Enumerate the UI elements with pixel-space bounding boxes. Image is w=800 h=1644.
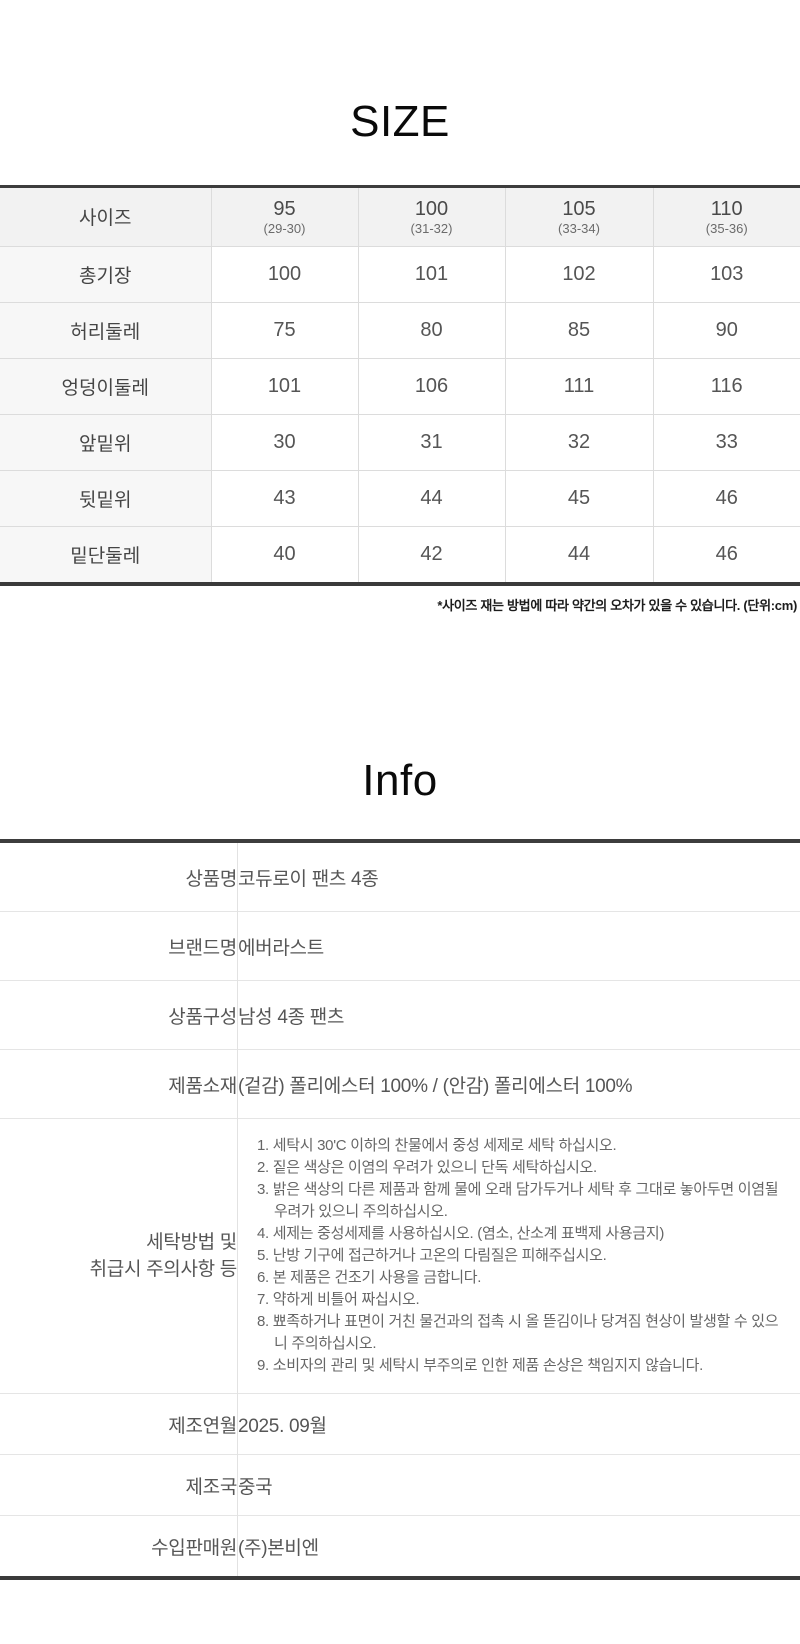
size-value-cell: 106 xyxy=(357,357,505,415)
size-column-header: 110 (35-36) xyxy=(652,186,800,247)
size-column-size: 100 xyxy=(414,197,449,220)
size-table-row: 총기장 100 101 102 103 xyxy=(0,245,800,303)
info-row-label: 브랜드명 xyxy=(0,911,238,981)
care-instruction-item: 4. 세제는 중성세제를 사용하십시오. (염소, 산소계 표백제 사용금지) xyxy=(257,1225,665,1243)
info-row-value: 2025. 09월 xyxy=(237,1393,800,1455)
info-row-brand-name: 브랜드명 에버라스트 xyxy=(0,911,800,981)
info-row-label: 제품소재 xyxy=(0,1049,238,1119)
size-section-title: SIZE xyxy=(350,97,450,146)
size-measure-note: *사이즈 재는 방법에 따라 약간의 오차가 있을 수 있습니다. (단위:cm… xyxy=(437,597,797,613)
size-value-cell: 44 xyxy=(357,469,505,527)
care-instructions-list: 1. 세탁시 30'C 이하의 찬물에서 중성 세제로 세탁 하십시오. 2. … xyxy=(238,1119,800,1393)
care-instruction-item: 1. 세탁시 30'C 이하의 찬물에서 중성 세제로 세탁 하십시오. xyxy=(257,1137,617,1155)
info-section-title: Info xyxy=(362,755,438,805)
size-value-cell: 85 xyxy=(504,301,653,359)
size-value-cell: 100 xyxy=(210,245,358,303)
size-row-label: 밑단둘레 xyxy=(0,525,211,584)
size-table-row: 앞밑위 30 31 32 33 xyxy=(0,413,800,471)
info-row-country-of-origin: 제조국 중국 xyxy=(0,1454,800,1516)
care-instruction-item: 5. 난방 기구에 접근하거나 고온의 다림질은 피해주십시오. xyxy=(257,1247,607,1265)
care-instruction-item: 3. 밝은 색상의 다른 제품과 함께 물에 오래 담가두거나 세탁 후 그대로… xyxy=(257,1181,779,1221)
info-row-label: 제조국 xyxy=(0,1454,238,1516)
size-table-row: 밑단둘레 40 42 44 46 xyxy=(0,525,800,584)
size-value-cell: 102 xyxy=(504,245,653,303)
size-row-label: 뒷밑위 xyxy=(0,469,211,527)
size-table: 사이즈 95 (29-30) 100 (31-32) 105 (33-34) 1… xyxy=(0,184,800,586)
info-row-value: 에버라스트 xyxy=(237,911,800,981)
info-row-product-name: 상품명 코듀로이 팬츠 4종 xyxy=(0,841,800,912)
size-column-size: 105 xyxy=(562,197,596,220)
care-instructions-label: 세탁방법 및 취급시 주의사항 등 xyxy=(0,1118,238,1394)
size-value-cell: 111 xyxy=(504,357,653,415)
info-row-value: (주)본비엔 xyxy=(237,1515,800,1579)
size-value-cell: 101 xyxy=(357,245,505,303)
size-header-label: 사이즈 xyxy=(0,186,211,247)
care-label-line: 세탁방법 및 xyxy=(146,1232,237,1254)
size-value-cell: 46 xyxy=(652,525,800,584)
care-instruction-item: 9. 소비자의 관리 및 세탁시 부주의로 인한 제품 손상은 책임지지 않습니… xyxy=(257,1357,703,1375)
size-column-header: 100 (31-32) xyxy=(357,186,505,247)
size-value-cell: 103 xyxy=(652,245,800,303)
care-instruction-item: 7. 약하게 비틀어 짜십시오. xyxy=(257,1291,420,1309)
info-row-label: 수입판매원 xyxy=(0,1515,238,1579)
size-column-range: (35-36) xyxy=(705,220,748,236)
size-value-cell: 90 xyxy=(652,301,800,359)
size-column-header: 95 (29-30) xyxy=(210,186,358,247)
info-row-label: 상품구성 xyxy=(0,980,238,1050)
size-value-cell: 32 xyxy=(504,413,653,471)
info-row-value: 중국 xyxy=(237,1454,800,1516)
size-value-cell: 46 xyxy=(652,469,800,527)
size-row-label: 허리둘레 xyxy=(0,301,211,359)
size-section-header: SIZE xyxy=(0,0,800,148)
care-instruction-item: 6. 본 제품은 건조기 사용을 금합니다. xyxy=(257,1269,482,1287)
info-row-value: 남성 4종 팬츠 xyxy=(237,980,800,1050)
size-column-range: (29-30) xyxy=(263,220,306,236)
size-table-row: 뒷밑위 43 44 45 46 xyxy=(0,469,800,527)
size-column-size: 110 xyxy=(710,197,743,220)
info-section-header: Info xyxy=(0,614,800,807)
info-row-manufacture-date: 제조연월 2025. 09월 xyxy=(0,1393,800,1455)
info-row-label: 상품명 xyxy=(0,841,238,912)
care-instruction-item: 8. 뾰족하거나 표면이 거친 물건과의 접촉 시 올 뜯김이나 당겨짐 현상이… xyxy=(257,1313,779,1353)
size-value-cell: 30 xyxy=(210,413,358,471)
size-row-label: 앞밑위 xyxy=(0,413,211,471)
info-row-material: 제품소재 (겉감) 폴리에스터 100% / (안감) 폴리에스터 100% xyxy=(0,1049,800,1119)
info-table: 상품명 코듀로이 팬츠 4종 브랜드명 에버라스트 상품구성 남성 4종 팬츠 … xyxy=(0,839,800,1581)
size-value-cell: 40 xyxy=(210,525,358,584)
info-row-value: (겉감) 폴리에스터 100% / (안감) 폴리에스터 100% xyxy=(237,1049,800,1119)
care-label-line: 취급시 주의사항 등 xyxy=(89,1259,238,1281)
info-row-composition: 상품구성 남성 4종 팬츠 xyxy=(0,980,800,1050)
size-value-cell: 31 xyxy=(357,413,505,471)
info-row-care-instructions: 세탁방법 및 취급시 주의사항 등 1. 세탁시 30'C 이하의 찬물에서 중… xyxy=(0,1118,800,1394)
size-value-cell: 43 xyxy=(210,469,358,527)
size-table-row: 허리둘레 75 80 85 90 xyxy=(0,301,800,359)
size-column-range: (33-34) xyxy=(558,220,600,236)
size-value-cell: 45 xyxy=(504,469,653,527)
size-value-cell: 101 xyxy=(210,357,358,415)
size-value-cell: 33 xyxy=(652,413,800,471)
info-row-importer: 수입판매원 (주)본비엔 xyxy=(0,1515,800,1579)
size-column-size: 95 xyxy=(273,197,296,220)
size-column-header: 105 (33-34) xyxy=(504,186,653,247)
size-table-row: 엉덩이둘레 101 106 111 116 xyxy=(0,357,800,415)
size-value-cell: 80 xyxy=(357,301,505,359)
size-value-cell: 116 xyxy=(652,357,800,415)
size-row-label: 총기장 xyxy=(0,245,211,303)
size-value-cell: 75 xyxy=(210,301,358,359)
info-row-label: 제조연월 xyxy=(0,1393,238,1455)
size-value-cell: 42 xyxy=(357,525,505,584)
size-column-range: (31-32) xyxy=(410,220,453,236)
size-table-header-row: 사이즈 95 (29-30) 100 (31-32) 105 (33-34) 1… xyxy=(0,186,800,247)
size-row-label: 엉덩이둘레 xyxy=(0,357,211,415)
info-row-value: 코듀로이 팬츠 4종 xyxy=(238,868,379,890)
care-instruction-item: 2. 짙은 색상은 이염의 우려가 있으니 단독 세탁하십시오. xyxy=(257,1159,597,1177)
size-value-cell: 44 xyxy=(504,525,653,584)
